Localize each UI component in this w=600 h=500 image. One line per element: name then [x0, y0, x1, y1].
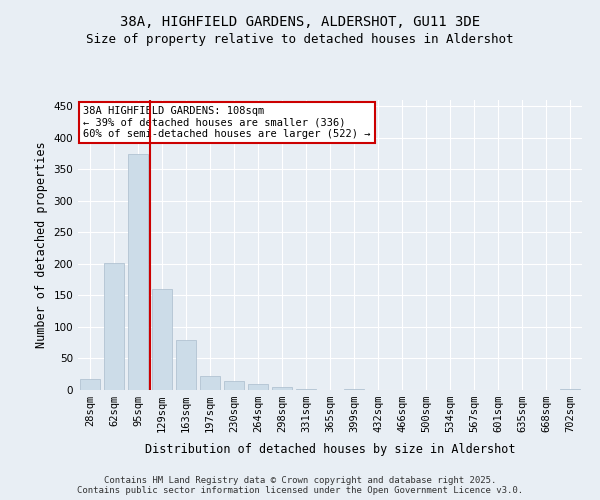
Bar — [200, 376, 220, 390]
Text: Distribution of detached houses by size in Aldershot: Distribution of detached houses by size … — [145, 442, 515, 456]
Bar — [248, 384, 268, 390]
Bar — [104, 264, 124, 390]
Bar — [176, 340, 196, 390]
Bar — [152, 289, 172, 390]
Bar — [224, 381, 244, 390]
Text: Contains HM Land Registry data © Crown copyright and database right 2025.
Contai: Contains HM Land Registry data © Crown c… — [77, 476, 523, 495]
Y-axis label: Number of detached properties: Number of detached properties — [35, 142, 48, 348]
Bar — [272, 387, 292, 390]
Text: 38A, HIGHFIELD GARDENS, ALDERSHOT, GU11 3DE: 38A, HIGHFIELD GARDENS, ALDERSHOT, GU11 … — [120, 15, 480, 29]
Text: Size of property relative to detached houses in Aldershot: Size of property relative to detached ho… — [86, 32, 514, 46]
Bar — [560, 388, 580, 390]
Bar — [128, 154, 148, 390]
Text: 38A HIGHFIELD GARDENS: 108sqm
← 39% of detached houses are smaller (336)
60% of : 38A HIGHFIELD GARDENS: 108sqm ← 39% of d… — [83, 106, 371, 139]
Bar — [296, 388, 316, 390]
Bar — [80, 378, 100, 390]
